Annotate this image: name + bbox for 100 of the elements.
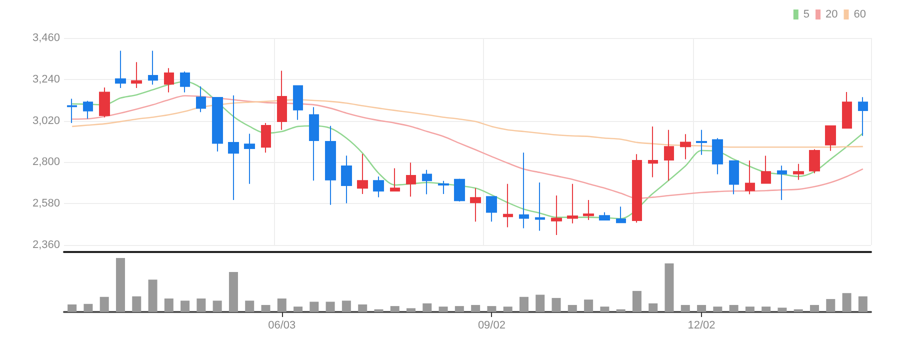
- candlestick: [115, 50, 126, 89]
- bar: [810, 304, 820, 312]
- candlestick: [67, 98, 77, 124]
- y-tick-label: 3,460: [32, 32, 60, 44]
- line-series: [71, 99, 864, 148]
- bar: [697, 304, 706, 312]
- bar: [245, 300, 254, 312]
- candlestick: [664, 129, 674, 182]
- bar: [438, 306, 448, 312]
- candlestick: [212, 96, 223, 152]
- bar: [228, 272, 238, 312]
- candlestick: [277, 70, 287, 130]
- bar: [632, 290, 642, 312]
- legend-label: 60: [854, 8, 866, 20]
- bar: [503, 306, 512, 312]
- bar: [196, 298, 206, 312]
- candlestick: [761, 155, 771, 184]
- bar: [584, 300, 594, 312]
- bar: [358, 304, 368, 312]
- candlestick: [842, 92, 852, 129]
- bar: [294, 306, 303, 312]
- candlestick: [809, 148, 820, 174]
- legend-label: 20: [826, 8, 838, 20]
- bar: [713, 306, 722, 312]
- candlestick: [648, 126, 658, 178]
- candlestick: [712, 138, 723, 175]
- x-tick-label: 09/02: [478, 320, 506, 332]
- candlestick: [535, 182, 545, 232]
- bar: [745, 306, 754, 312]
- candlestick: [470, 188, 481, 222]
- bar: [422, 303, 432, 312]
- bar: [406, 308, 416, 312]
- y-tick-label: 2,580: [32, 198, 60, 210]
- candlestick: [583, 200, 594, 220]
- bar: [664, 263, 674, 312]
- candlestick: [244, 133, 255, 184]
- y-tick-label: 2,360: [32, 239, 60, 251]
- bar: [374, 309, 384, 312]
- legend-label: 5: [803, 8, 810, 20]
- candlestick: [567, 183, 578, 224]
- candlestick: [422, 169, 432, 195]
- candlestick: [164, 68, 174, 93]
- bar: [616, 309, 626, 312]
- x-tick-label: 06/03: [268, 320, 296, 332]
- bar: [487, 306, 496, 312]
- candlestick: [196, 86, 206, 113]
- bar: [778, 308, 787, 312]
- bar: [180, 300, 190, 312]
- candlestick: [696, 129, 707, 156]
- bar: [826, 299, 836, 312]
- bar: [729, 304, 738, 312]
- bar: [148, 280, 158, 312]
- candlestick: [729, 160, 739, 195]
- candlestick: [180, 70, 190, 93]
- candlestick: [777, 165, 787, 201]
- candlestick: [825, 125, 836, 152]
- bar: [600, 306, 610, 312]
- bar: [568, 304, 577, 312]
- candlestick: [293, 85, 303, 120]
- bar: [552, 298, 561, 312]
- bar: [310, 302, 319, 312]
- bar: [842, 293, 852, 312]
- y-tick-label: 3,240: [32, 73, 60, 86]
- bar: [471, 304, 480, 312]
- candlestick: [341, 155, 352, 204]
- candlestick: [793, 163, 804, 180]
- candlestick: [599, 212, 610, 220]
- bar: [132, 296, 142, 312]
- x-tick-label: 12/02: [688, 320, 716, 332]
- bar: [680, 304, 690, 312]
- bar: [84, 304, 93, 312]
- bar: [342, 300, 351, 312]
- candlestick: [325, 125, 336, 206]
- candlestick: [858, 96, 868, 136]
- line-series: [71, 80, 864, 220]
- bar: [648, 303, 658, 312]
- bar: [116, 258, 125, 312]
- candlestick: [131, 62, 142, 89]
- y-tick-label: 3,020: [32, 114, 60, 127]
- bar: [212, 300, 222, 312]
- candlestick: [503, 183, 513, 228]
- bar: [519, 296, 528, 312]
- candlestick: [406, 162, 416, 198]
- bar: [536, 294, 545, 312]
- bar: [454, 306, 464, 312]
- candlestick: [83, 100, 93, 120]
- candlestick: [357, 153, 368, 195]
- bar: [277, 298, 286, 312]
- bar: [261, 304, 270, 312]
- candlestick: [373, 176, 384, 198]
- candlestick: [438, 180, 449, 195]
- candlestick: [745, 160, 755, 195]
- y-tick-label: 2,800: [32, 156, 60, 168]
- bar: [164, 298, 174, 312]
- bar: [68, 304, 77, 312]
- candlestick: [309, 106, 319, 182]
- candlestick: [519, 152, 529, 229]
- bar: [390, 306, 400, 312]
- bar: [326, 302, 335, 312]
- bar: [762, 306, 771, 312]
